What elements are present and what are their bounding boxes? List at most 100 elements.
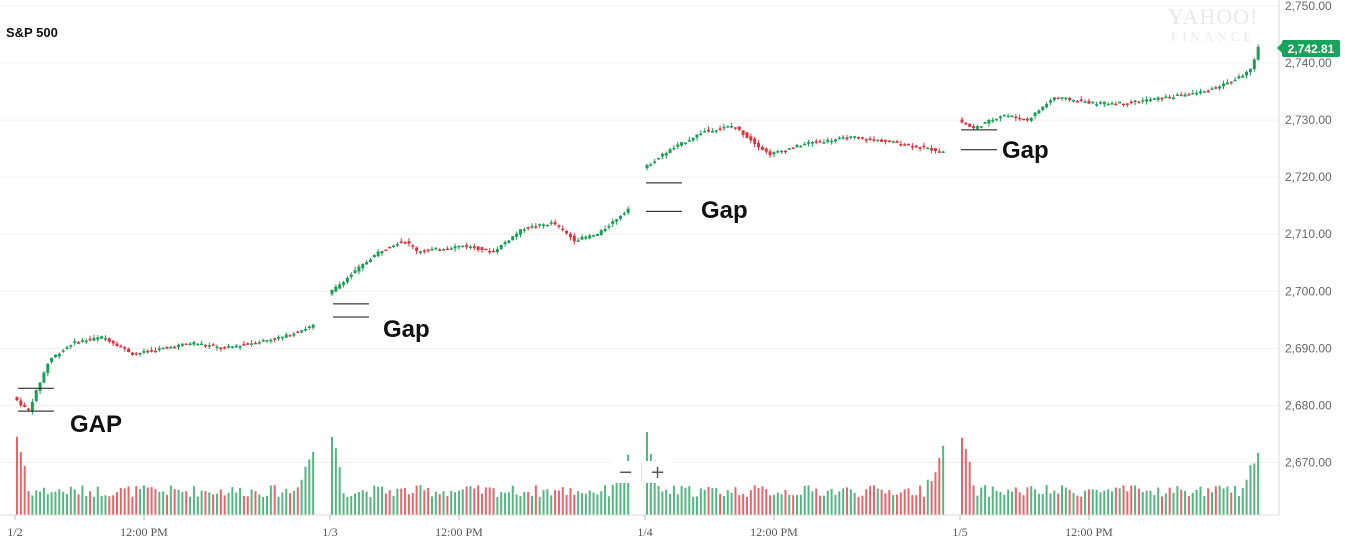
candle-body: [983, 122, 987, 124]
volume-bar: [542, 490, 545, 515]
zoom-out-button[interactable]: −: [617, 461, 634, 483]
volume-bar: [1091, 489, 1094, 515]
volume-bar: [819, 495, 822, 515]
candle-body: [1187, 94, 1191, 96]
candle-body: [34, 390, 38, 401]
volume-bar: [1180, 489, 1183, 515]
volume-bar: [565, 494, 568, 515]
candle-body: [880, 139, 884, 142]
candle-body: [434, 247, 438, 250]
candle-body: [361, 263, 365, 269]
candle-body: [395, 244, 399, 246]
candle-body: [676, 144, 680, 147]
candle-body: [1233, 79, 1237, 82]
candle-body: [353, 270, 357, 274]
candle-body: [695, 134, 699, 138]
volume-bar: [899, 492, 902, 515]
candle-body: [710, 131, 714, 133]
candle-body: [207, 345, 211, 347]
volume-bar: [742, 494, 745, 515]
volume-bar: [142, 485, 145, 515]
candle-body: [288, 335, 292, 337]
volume-bar: [331, 436, 333, 515]
volume-bar: [457, 490, 460, 515]
candle-body: [660, 153, 664, 157]
volume-bar: [1114, 487, 1117, 515]
volume-bar: [527, 492, 530, 515]
candle-body: [161, 347, 165, 350]
candle-body: [987, 119, 991, 124]
candle-body: [584, 236, 588, 239]
candle-body: [1102, 101, 1106, 105]
volume-bar: [711, 487, 714, 515]
ticker-title: S&P 500: [6, 25, 58, 40]
volume-bar: [246, 496, 249, 515]
volume-bar: [688, 486, 691, 515]
candle-body: [1225, 82, 1229, 85]
volume-bar: [692, 496, 695, 515]
candle-body: [300, 330, 304, 333]
volume-bar: [469, 486, 472, 515]
candle-body: [549, 222, 553, 224]
volume-bar: [427, 487, 430, 515]
volume-bar: [934, 472, 937, 515]
volume-bar: [42, 487, 45, 515]
volume-bar: [269, 485, 272, 515]
volume-bar: [999, 492, 1002, 515]
candle-body: [1087, 100, 1091, 104]
candle-body: [188, 343, 192, 346]
candle-body: [157, 348, 161, 351]
volume-bars: [16, 432, 1260, 515]
volume-bar: [277, 496, 280, 515]
volume-bar: [1011, 491, 1013, 515]
x-tick-label: 12:00 PM: [120, 525, 168, 539]
volume-bar: [392, 495, 395, 515]
volume-bar: [127, 486, 130, 515]
volume-bar: [300, 479, 303, 515]
volume-bar: [1245, 479, 1248, 515]
zoom-in-button[interactable]: +: [649, 461, 666, 483]
volume-bar: [1103, 490, 1106, 515]
volume-bar: [162, 491, 165, 515]
volume-bar: [1249, 465, 1252, 515]
candle-body: [910, 146, 914, 148]
volume-bar: [1211, 492, 1213, 515]
volume-bar: [846, 487, 848, 515]
candle-body: [73, 341, 77, 343]
volume-bar: [807, 485, 810, 515]
candle-body: [57, 353, 61, 357]
volume-bar: [615, 478, 618, 515]
candle-body: [311, 324, 315, 328]
volume-bar: [872, 485, 875, 515]
volume-bar: [131, 496, 134, 515]
volume-bar: [1145, 490, 1148, 515]
candle-body: [561, 228, 565, 231]
candle-body: [196, 343, 200, 346]
x-tick-label: 12:00 PM: [750, 525, 798, 539]
volume-bar: [419, 485, 422, 515]
volume-bar: [776, 492, 779, 515]
volume-bar: [1184, 491, 1187, 515]
volume-bar: [1045, 485, 1048, 515]
candle-body: [1006, 115, 1010, 118]
candle-body: [722, 126, 726, 129]
candle-body: [1145, 99, 1149, 102]
candle-body: [833, 139, 837, 142]
volume-bar: [1080, 496, 1083, 515]
candle-body: [1252, 59, 1256, 70]
volume-bar: [58, 489, 61, 515]
volume-bar: [573, 494, 576, 515]
candle-body: [200, 343, 204, 346]
volume-bar: [772, 494, 775, 515]
candle-body: [1041, 106, 1045, 111]
volume-bar: [365, 491, 368, 515]
volume-bar: [1191, 492, 1194, 515]
volume-bar: [730, 492, 733, 515]
volume-bar: [334, 448, 337, 515]
volume-bar: [77, 494, 80, 515]
volume-bar: [23, 466, 26, 515]
volume-bar: [888, 490, 891, 515]
candle-body: [69, 345, 73, 347]
volume-bar: [423, 490, 426, 515]
